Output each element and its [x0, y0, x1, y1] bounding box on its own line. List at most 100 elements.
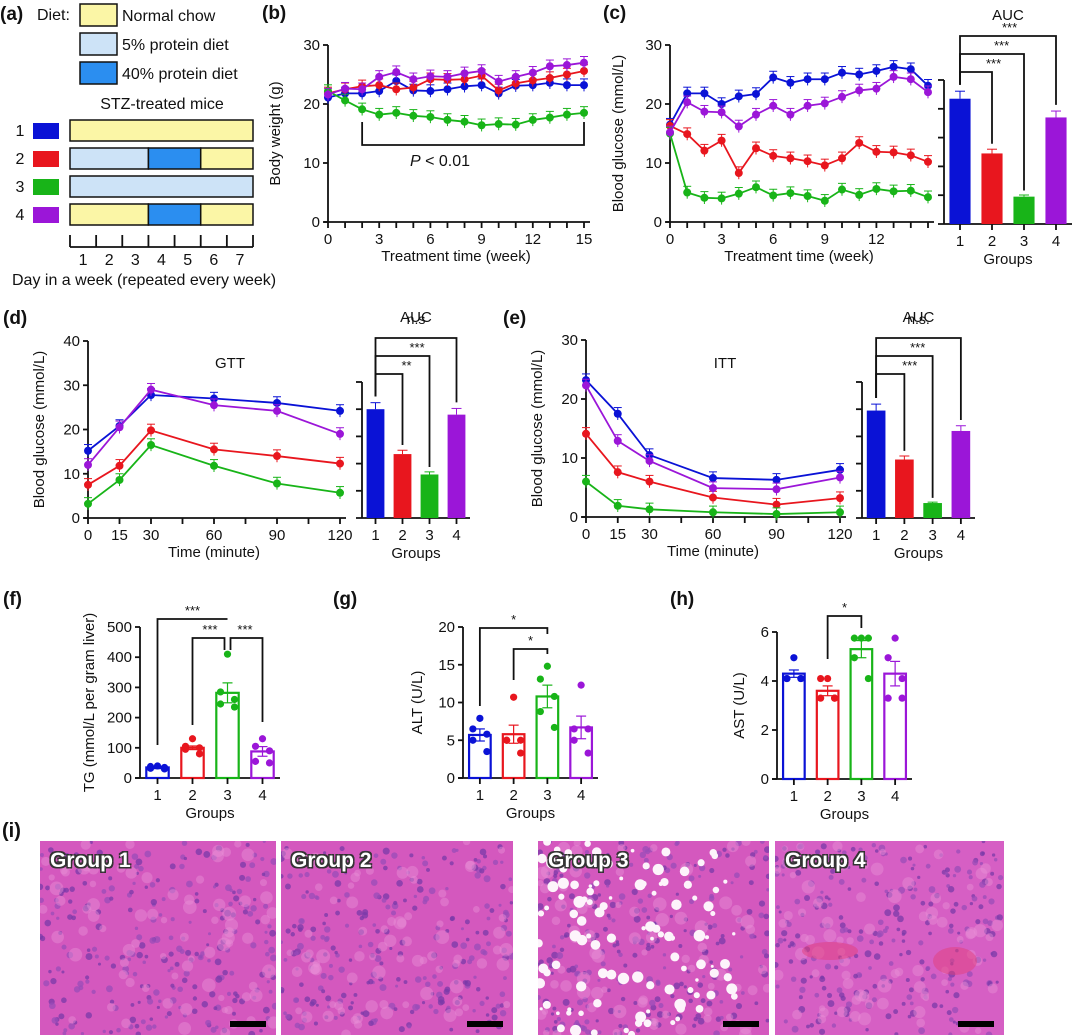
data-point-group-3: [375, 110, 384, 119]
data-point: [216, 700, 225, 708]
x-tick-label: 120: [827, 526, 852, 543]
data-point-group-4: [84, 460, 92, 469]
diet-block-normal_chow: [199, 147, 254, 170]
data-point-group-1: [683, 89, 692, 98]
y-tick-label: 20: [438, 619, 455, 636]
data-point-group-3: [528, 115, 537, 124]
x-tick-label: 4: [258, 787, 266, 804]
chart-title: AUC: [903, 309, 935, 326]
data-point-group-4: [582, 381, 590, 390]
data-point-group-3: [582, 477, 590, 486]
data-point-group-3: [580, 108, 588, 117]
data-point-group-2: [855, 138, 864, 147]
significance-label: ***: [986, 56, 1001, 71]
data-point-group-3: [906, 186, 915, 195]
x-tick-label: 30: [641, 526, 658, 543]
x-tick-label: 0: [582, 526, 590, 543]
data-point-group-3: [889, 187, 898, 196]
data-point-group-3: [426, 112, 435, 121]
data-point-group-2: [803, 157, 812, 166]
y-tick-label: 20: [63, 422, 80, 439]
significance-label: ***: [202, 622, 217, 637]
scale-bar: [467, 1021, 503, 1027]
data-point-group-2: [709, 493, 717, 502]
x-tick-label: 1: [790, 788, 798, 805]
legend-label: Normal chow: [122, 8, 216, 25]
data-point: [857, 634, 865, 642]
data-point: [251, 742, 260, 750]
data-point-group-1: [838, 68, 846, 77]
data-point: [884, 654, 892, 662]
data-point-group-1: [336, 406, 344, 415]
histology-texture: [40, 841, 276, 1035]
diet-block-protein40: [147, 203, 202, 226]
data-point-group-4: [545, 62, 554, 71]
x-tick-label: 90: [269, 527, 286, 544]
x-tick-label: 15: [576, 231, 593, 248]
significance-label: *: [511, 612, 516, 627]
y-axis-label: Blood glucose (mmol/L): [31, 351, 48, 509]
day-tick-label: 2: [105, 252, 114, 269]
x-axis-label: Time (minute): [168, 544, 260, 561]
y-tick-label: 30: [63, 377, 80, 394]
data-point: [850, 634, 858, 642]
significance-label: ***: [910, 340, 925, 355]
x-tick-label: 60: [705, 526, 722, 543]
data-point-group-4: [511, 72, 520, 81]
data-point-group-3: [872, 184, 881, 193]
data-point-group-3: [273, 479, 281, 488]
p-value-annotation: P < 0.01: [410, 153, 470, 170]
x-tick-label: 12: [868, 231, 885, 248]
histology-image-group-2: Group 2: [281, 841, 513, 1035]
y-tick-label: 4: [761, 673, 769, 690]
data-point-group-2: [836, 494, 844, 503]
day-tick-label: 5: [183, 252, 192, 269]
x-tick-label: 2: [988, 233, 996, 250]
data-point-group-1: [426, 87, 435, 96]
data-point-group-1: [906, 65, 915, 74]
bar-group-2: [895, 459, 914, 518]
data-point-group-2: [528, 76, 537, 85]
data-point-group-2: [494, 86, 503, 95]
significance-label: **: [402, 358, 412, 373]
group-number: 3: [16, 179, 25, 196]
data-point: [898, 674, 906, 683]
diet-label: Diet:: [37, 7, 70, 24]
data-point-group-1: [460, 82, 469, 91]
data-point: [469, 736, 477, 744]
data-point: [265, 759, 274, 767]
data-point-group-3: [336, 488, 344, 497]
x-tick-label: 1: [956, 233, 964, 250]
data-point-group-4: [872, 84, 881, 93]
data-point-group-3: [772, 510, 781, 519]
y-tick-label: 20: [303, 96, 320, 113]
data-point: [469, 725, 477, 733]
y-axis-label: AST (U/L): [731, 672, 748, 738]
chart-title: ITT: [714, 355, 737, 372]
data-point-group-3: [717, 194, 726, 203]
data-point-group-4: [562, 61, 571, 70]
panel-label-c: (c): [603, 3, 626, 24]
x-tick-label: 0: [666, 231, 674, 248]
data-point-group-1: [803, 75, 812, 84]
data-point-group-3: [924, 193, 932, 202]
data-point: [195, 750, 204, 758]
series-line-group-2: [327, 70, 585, 95]
data-point: [570, 725, 578, 733]
panel-label-h: (h): [670, 589, 694, 610]
data-point-group-2: [717, 136, 726, 145]
bar-group-2: [981, 153, 1003, 224]
x-axis-label: Groups: [506, 805, 555, 822]
significance-bracket: [512, 648, 549, 680]
x-tick-label: 4: [577, 787, 585, 804]
y-tick-label: 10: [63, 466, 80, 483]
data-point-group-3: [562, 110, 571, 119]
x-tick-label: 0: [84, 527, 92, 544]
chart-title: GTT: [215, 355, 245, 372]
data-point-group-3: [460, 117, 469, 126]
data-point-group-4: [210, 401, 218, 410]
histology-label: Group 2: [291, 849, 372, 872]
data-point-group-2: [511, 79, 520, 88]
bar-group-3: [1013, 196, 1035, 224]
y-tick-label: 10: [303, 155, 320, 172]
